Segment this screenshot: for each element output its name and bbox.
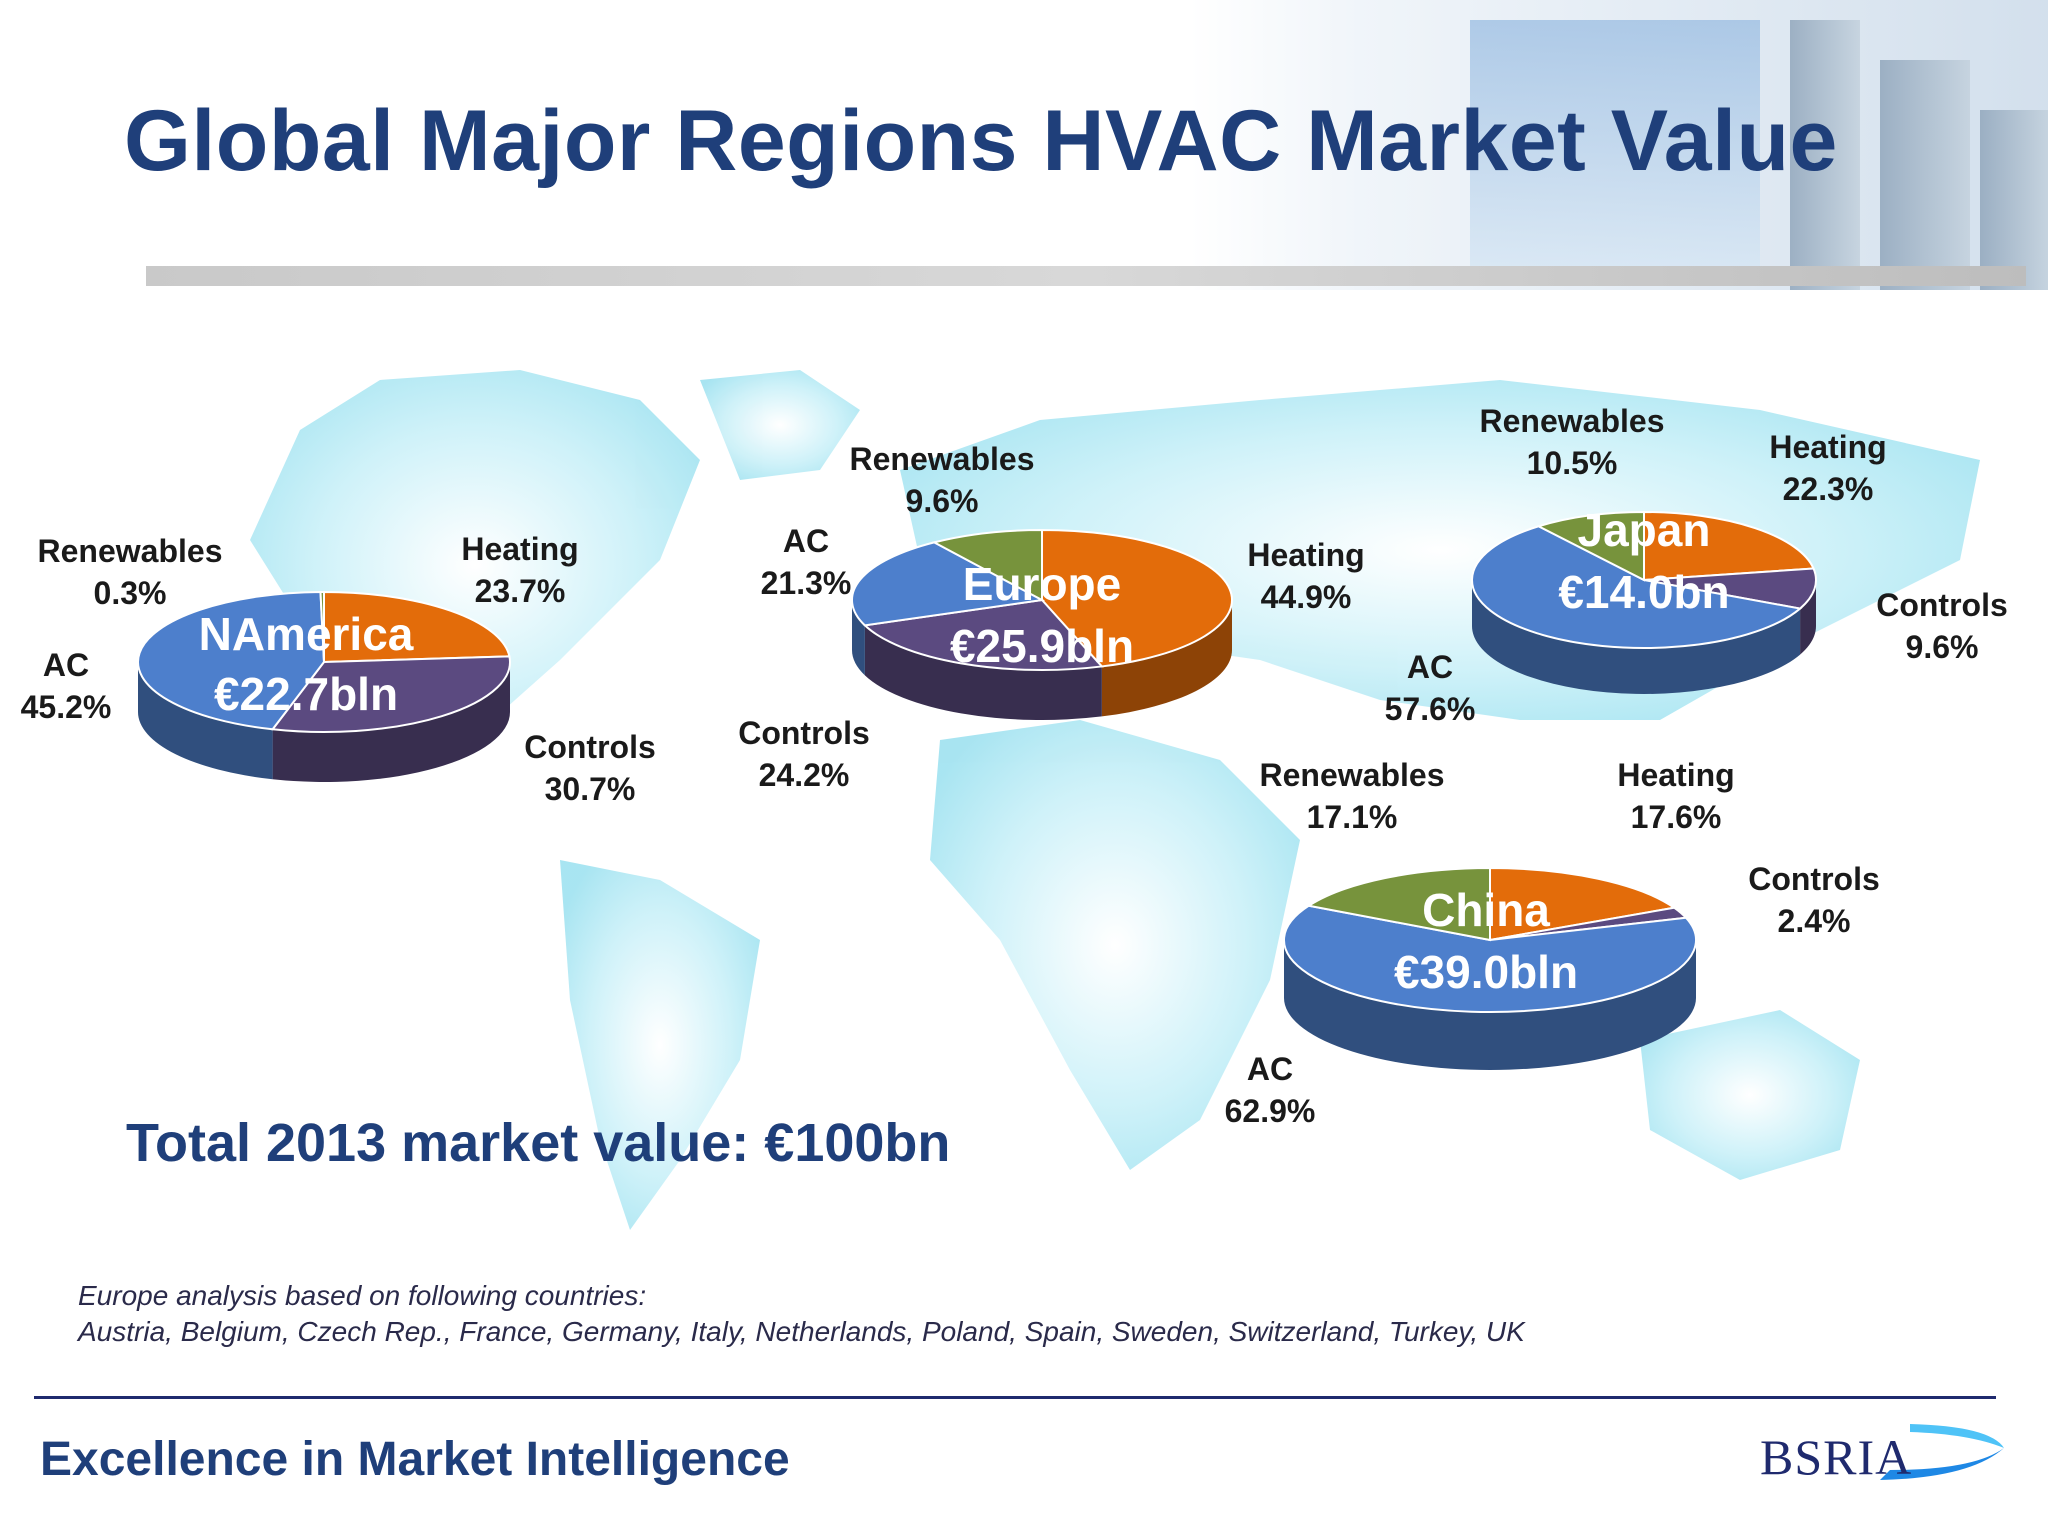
slice-pct-controls: 2.4% (1778, 903, 1851, 939)
region-name-label: China (1422, 884, 1550, 936)
slice-label-ac: AC (1407, 649, 1453, 685)
slice-label-renewables: Renewables (850, 441, 1035, 477)
slice-heating (1489, 866, 1677, 942)
pie-china: China €39.0bln Heating 17.6% Controls 2.4% AC 6… (1225, 757, 1880, 1129)
logo-swoosh-icon (1880, 1424, 2004, 1480)
region-name-label: NAmerica (199, 608, 414, 660)
slice-label-controls: Controls (1876, 587, 2008, 623)
map-africa (930, 720, 1300, 1170)
pie-europe: Europe €25.9bln Heating 44.9% Controls 24.2% A… (738, 441, 1364, 793)
slice-ac (1283, 904, 1697, 1013)
building-image (1880, 60, 1970, 290)
slice-side-ac (1284, 940, 1696, 1070)
region-name-label: Japan (1578, 504, 1711, 556)
slice-heating (1643, 510, 1816, 582)
header-photo (1190, 0, 2048, 290)
slice-pct-renewables: 0.3% (94, 575, 167, 611)
logo-text: BSRIA (1760, 1429, 1913, 1485)
region-name-label: Europe (963, 558, 1121, 610)
footer-divider (34, 1396, 1996, 1399)
slice-renewables (319, 590, 325, 663)
region-value-label: €25.9bln (950, 620, 1134, 672)
slice-pct-renewables: 9.6% (906, 483, 979, 519)
slice-label-ac: AC (1247, 1051, 1293, 1087)
slice-pct-renewables: 17.1% (1307, 799, 1398, 835)
slice-renewables (1535, 510, 1645, 582)
sky-image (1470, 20, 1760, 270)
region-value-label: €22.7bln (214, 668, 398, 720)
footnote-line-1: Europe analysis based on following count… (78, 1280, 647, 1311)
footer-tagline: Excellence in Market Intelligence (40, 1433, 790, 1486)
slice-label-heating: Heating (1617, 757, 1734, 793)
slice-heating (323, 590, 511, 664)
slice-side-ac (852, 600, 865, 676)
slice-label-renewables: Renewables (1480, 403, 1665, 439)
slice-controls (270, 655, 511, 733)
slice-side-ac (138, 662, 273, 780)
building-image (1980, 110, 2048, 290)
region-value-label: €39.0bln (1394, 946, 1578, 998)
slice-pct-ac: 21.3% (761, 565, 852, 601)
slide-title: Global Major Regions HVAC Market Value (124, 93, 1838, 189)
slice-pct-ac: 62.9% (1225, 1093, 1316, 1129)
slice-renewables (1306, 866, 1491, 942)
slice-side-ac (1472, 580, 1801, 694)
slice-label-heating: Heating (461, 531, 578, 567)
slice-heating (1041, 528, 1233, 668)
slice-side-controls (1800, 580, 1816, 655)
slice-label-controls: Controls (524, 729, 656, 765)
slice-label-renewables: Renewables (1260, 757, 1445, 793)
slice-pct-controls: 9.6% (1906, 629, 1979, 665)
slice-label-controls: Controls (738, 715, 870, 751)
slice-renewables (931, 528, 1043, 602)
slice-side-controls (864, 625, 1102, 720)
slice-label-heating: Heating (1769, 429, 1886, 465)
slice-label-ac: AC (43, 647, 89, 683)
slice-pct-heating: 44.9% (1261, 579, 1352, 615)
slice-pct-controls: 30.7% (545, 771, 636, 807)
region-value-label: €14.0bn (1558, 566, 1729, 618)
map-australia (1640, 1010, 1860, 1180)
slice-side-heating (1101, 600, 1232, 717)
slice-ac (137, 591, 326, 731)
slice-label-ac: AC (783, 523, 829, 559)
slice-pct-controls: 24.2% (759, 757, 850, 793)
bsria-logo: BSRIA (1760, 1418, 2010, 1490)
total-market-value: Total 2013 market value: €100bn (126, 1113, 951, 1173)
slice-ac (851, 541, 1046, 627)
pie-namerica: NAmerica €22.7bln Heating 23.7% Controls 30.7… (21, 531, 656, 807)
slice-label-controls: Controls (1748, 861, 1880, 897)
building-image (1790, 20, 1860, 290)
slice-label-renewables: Renewables (38, 533, 223, 569)
slice-pct-heating: 17.6% (1631, 799, 1722, 835)
footnote-line-2: Austria, Belgium, Czech Rep., France, Ge… (78, 1316, 1525, 1347)
map-south-america (560, 860, 760, 1230)
map-greenland (700, 370, 860, 480)
slice-pct-ac: 45.2% (21, 689, 112, 725)
slice-controls (1643, 567, 1817, 610)
title-underline-bar (146, 266, 2026, 286)
slice-label-heating: Heating (1247, 537, 1364, 573)
slice-pct-heating: 22.3% (1783, 471, 1874, 507)
slice-pct-heating: 23.7% (475, 573, 566, 609)
slice-side-controls (272, 662, 510, 782)
slice-pct-ac: 57.6% (1385, 691, 1476, 727)
pie-japan: Japan €14.0bn Heating 22.3% Controls 9.6% AC 57… (1385, 403, 2008, 727)
slice-ac (1471, 525, 1803, 649)
slice-pct-renewables: 10.5% (1527, 445, 1618, 481)
